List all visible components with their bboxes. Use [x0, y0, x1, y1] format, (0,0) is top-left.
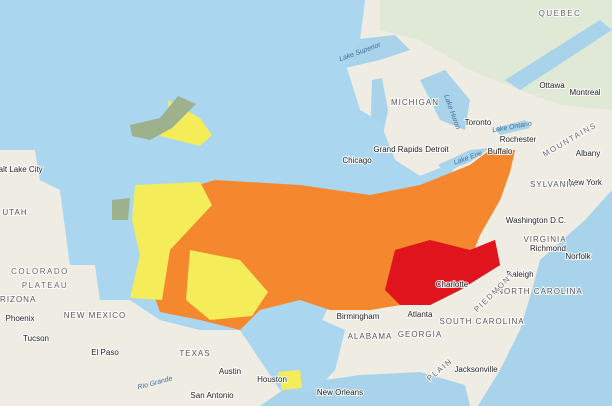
- city-label: Norfolk: [565, 252, 591, 261]
- city-label: Washington D.C.: [506, 216, 566, 225]
- city-label: Richmond: [530, 244, 566, 253]
- city-label: Albany: [576, 149, 600, 158]
- region-label: QUEBEC: [539, 9, 582, 18]
- state-label: ARIZONA: [0, 295, 36, 304]
- city-label: Buffalo: [488, 147, 513, 156]
- state-label: TEXAS: [179, 349, 210, 358]
- city-label: Birmingham: [337, 312, 380, 321]
- state-label: ALABAMA: [348, 332, 393, 341]
- region-label: PLATEAU: [22, 281, 68, 290]
- city-label: Rochester: [500, 135, 537, 144]
- state-label: VIRGINIA: [523, 235, 566, 244]
- region-label: COLORADO: [11, 267, 69, 276]
- city-label: El Paso: [91, 348, 119, 357]
- state-label: SOUTH CAROLINA: [439, 317, 524, 326]
- city-label: Jacksonville: [454, 365, 498, 374]
- city-label: Raleigh: [506, 270, 533, 279]
- city-label: Salt Lake City: [0, 165, 43, 174]
- city-label: Ottawa: [539, 81, 565, 90]
- city-label: Montreal: [569, 88, 600, 97]
- state-label: UTAH: [2, 208, 27, 217]
- state-label: NORTH CAROLINA: [497, 287, 582, 296]
- state-label: MICHIGAN: [391, 98, 439, 107]
- state-label: NEW MEXICO: [64, 311, 126, 320]
- state-label: SYLVANIA: [530, 180, 576, 189]
- city-label: Houston: [257, 375, 287, 384]
- city-label: Phoenix: [6, 314, 35, 323]
- state-label: GEORGIA: [398, 330, 442, 339]
- canada: [380, 0, 612, 110]
- city-label: Grand Rapids: [373, 145, 422, 154]
- city-label: Chicago: [342, 156, 372, 165]
- city-label: New York: [568, 178, 603, 187]
- city-label: New Orleans: [317, 388, 363, 397]
- city-label: Atlanta: [408, 310, 433, 319]
- city-label: Detroit: [425, 145, 449, 154]
- city-label: San Antonio: [190, 391, 234, 400]
- city-label: Toronto: [465, 118, 492, 127]
- city-label: Austin: [219, 367, 241, 376]
- city-label: Charlotte: [436, 280, 469, 289]
- city-label: Tucson: [23, 334, 49, 343]
